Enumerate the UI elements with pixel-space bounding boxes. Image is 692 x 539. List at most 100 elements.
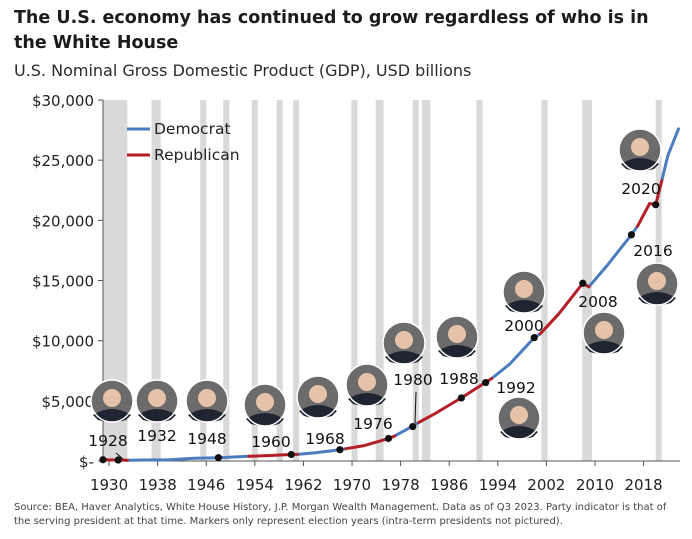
- portrait-ring: [435, 315, 479, 359]
- x-tick-label: 1986: [430, 476, 468, 494]
- portrait-suit: [438, 345, 476, 358]
- democrat-line-segment: [125, 454, 251, 462]
- recession-band: [276, 100, 283, 461]
- y-tick-label: $30,000: [32, 92, 94, 110]
- election-marker: [384, 434, 393, 443]
- marker-connector: [414, 391, 417, 424]
- portrait-suit: [299, 405, 337, 418]
- portrait-face: [358, 373, 376, 391]
- x-tick-label: 1994: [479, 476, 517, 494]
- recession-band: [351, 100, 358, 461]
- election-year-label: 1932: [137, 427, 176, 445]
- portrait-ring: [582, 311, 626, 355]
- election-year-label: 1928: [88, 432, 127, 450]
- portrait-face: [148, 389, 166, 407]
- election-marker: [114, 456, 122, 464]
- portrait-suit: [500, 426, 538, 439]
- election-marker: [627, 231, 636, 239]
- election-marker: [99, 456, 107, 464]
- y-tick-label: $20,000: [32, 212, 94, 230]
- election-year-label: 2016: [633, 242, 672, 260]
- recession-band: [412, 100, 419, 461]
- election-marker: [482, 378, 490, 387]
- portrait-face: [648, 272, 666, 290]
- republican-line-segment: [417, 377, 494, 424]
- portrait-suit: [348, 393, 386, 406]
- president-portrait: [296, 375, 340, 419]
- portrait-face: [256, 393, 274, 411]
- recession-band: [151, 100, 161, 461]
- portraits: [90, 128, 679, 440]
- president-portrait: [345, 363, 389, 407]
- portrait-suit: [621, 158, 659, 171]
- portrait-ring: [502, 270, 546, 314]
- source-note: Source: BEA, Haver Analytics, White Hous…: [14, 502, 667, 527]
- president-portrait: [502, 270, 546, 314]
- y-tick-label: $15,000: [32, 273, 94, 291]
- portrait-ring: [185, 379, 229, 423]
- y-tick-label: $-: [79, 453, 94, 471]
- election-year-label: 2000: [504, 317, 543, 335]
- election-year-label: 2008: [578, 293, 617, 311]
- x-tick-label: 1978: [382, 476, 420, 494]
- portrait-face: [309, 385, 327, 403]
- portrait-face: [510, 406, 528, 424]
- x-tick-label: 1938: [139, 476, 177, 494]
- portrait-suit: [93, 409, 131, 422]
- recession-band: [476, 100, 483, 461]
- president-portrait: [382, 321, 426, 365]
- recession-band: [251, 100, 258, 461]
- legend-democrat-label: Democrat: [154, 120, 231, 138]
- chart-subtitle: U.S. Nominal Gross Domestic Product (GDP…: [14, 61, 472, 80]
- recession-band: [223, 100, 230, 461]
- recession-band: [375, 100, 384, 461]
- x-tick-label: 1970: [333, 476, 371, 494]
- marker-connector: [115, 452, 124, 460]
- election-year-label: 1948: [187, 430, 226, 448]
- president-portrait: [435, 315, 479, 359]
- election-marker: [579, 279, 587, 287]
- election-year-label: 1976: [353, 415, 392, 433]
- portrait-face: [515, 280, 533, 298]
- portrait-suit: [385, 351, 423, 364]
- portrait-face: [103, 389, 121, 407]
- democrat-line-segment: [660, 127, 680, 183]
- election-year-label: 1992: [496, 379, 535, 397]
- president-portrait: [90, 379, 134, 423]
- portrait-ring: [618, 128, 662, 172]
- portrait-ring: [135, 379, 179, 423]
- y-tick-label: $25,000: [32, 152, 94, 170]
- president-portrait: [582, 311, 626, 355]
- president-portrait: [618, 128, 662, 172]
- portrait-suit: [505, 300, 543, 313]
- election-marker: [409, 422, 417, 431]
- democrat-line-segment: [587, 224, 639, 289]
- president-portrait: [243, 383, 287, 427]
- recession-band: [541, 100, 548, 461]
- election-year-label: 2020: [621, 180, 660, 198]
- election-markers: 1928 1932 1948 1960 1968 1976 1980 1988 1992 2000…: [88, 180, 673, 464]
- x-tick-label: 1930: [90, 476, 128, 494]
- x-tick-label: 2018: [624, 476, 662, 494]
- portrait-suit: [138, 409, 176, 422]
- president-portrait: [497, 396, 541, 440]
- x-tick-label: 2002: [527, 476, 565, 494]
- y-tick-label: $5,000: [42, 393, 95, 411]
- portrait-ring: [243, 383, 287, 427]
- legend: Democrat Republican: [127, 120, 240, 164]
- election-marker: [287, 450, 295, 459]
- recession-band: [200, 100, 207, 461]
- election-marker: [336, 446, 344, 454]
- election-marker: [214, 454, 222, 462]
- portrait-face: [631, 138, 649, 156]
- y-tick-label: $10,000: [32, 333, 94, 351]
- president-portrait: [185, 379, 229, 423]
- president-portrait: [635, 262, 679, 306]
- election-marker: [652, 201, 660, 209]
- election-year-label: 1980: [393, 371, 432, 389]
- x-tick-label: 1954: [236, 476, 274, 494]
- portrait-ring: [382, 321, 426, 365]
- x-tick-label: 1946: [187, 476, 225, 494]
- legend-republican-label: Republican: [154, 146, 240, 164]
